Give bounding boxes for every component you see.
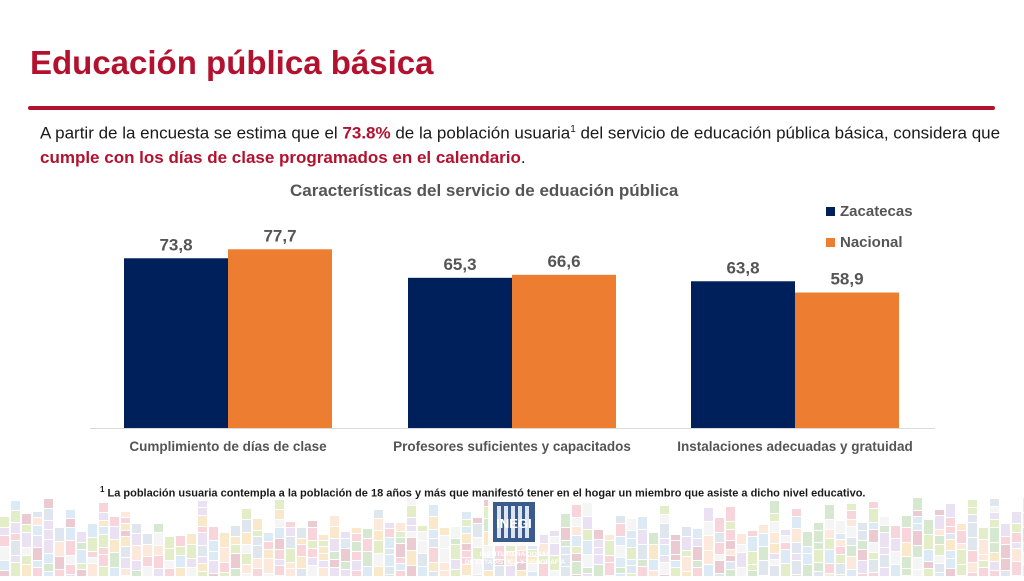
chart-legend: Zacatecas Nacional — [826, 196, 913, 258]
intro-paragraph: A partir de la encuesta se estima que el… — [40, 118, 1010, 170]
page-title: Educación pública básica — [30, 44, 434, 81]
svg-text:DE ESTADÍSTICA Y GEOGRAFÍA: DE ESTADÍSTICA Y GEOGRAFÍA — [465, 557, 566, 566]
footnote: 1 La población usuaria contempla a la po… — [100, 483, 940, 501]
intro-text-2: de la población usuaria — [390, 123, 571, 143]
legend-swatch-nacional — [826, 238, 835, 247]
footnote-number: 1 — [100, 485, 105, 494]
data-label-zacatecas-1: 65,3 — [443, 255, 476, 274]
legend-label-nacional: Nacional — [840, 234, 903, 251]
intro-text-1: A partir de la encuesta se estima que el — [40, 123, 343, 143]
data-label-nacional-0: 77,7 — [263, 226, 296, 245]
intro-text-4: . — [520, 147, 526, 167]
data-label-nacional-2: 58,9 — [830, 270, 863, 289]
footnote-text: La población usuaria contempla a la pobl… — [104, 487, 866, 500]
chart-title: Características del servicio de eduación… — [290, 181, 679, 200]
data-label-zacatecas-2: 63,8 — [726, 258, 759, 277]
data-label-nacional-1: 66,6 — [547, 252, 580, 271]
bar-zacatecas-1 — [408, 277, 512, 428]
svg-text:INEGI: INEGI — [496, 516, 531, 531]
title-divider — [28, 106, 995, 110]
bar-nacional-2 — [795, 292, 899, 428]
bar-nacional-0 — [228, 249, 332, 428]
intro-text-3: del servicio de educación pública básica… — [575, 123, 1001, 143]
data-label-zacatecas-0: 73,8 — [159, 235, 192, 254]
x-tick-label-0: Cumplimiento de días de clase — [129, 439, 327, 454]
bar-zacatecas-2 — [691, 281, 795, 428]
intro-highlight-text: cumple con los días de clase programados… — [40, 147, 521, 167]
x-tick-label-1: Profesores suficientes y capacitados — [393, 439, 631, 454]
inegi-logo: INEGI INSTITUTO NACIONAL DE ESTADÍSTICA … — [460, 494, 570, 576]
bar-zacatecas-0 — [124, 258, 228, 428]
intro-highlight-value: 73.8% — [342, 123, 391, 143]
legend-label-zacatecas: Zacatecas — [840, 203, 913, 220]
inegi-logo-icon: INEGI INSTITUTO NACIONAL DE ESTADÍSTICA … — [465, 498, 566, 566]
legend-item-nacional: Nacional — [826, 227, 913, 258]
intro-footnote-ref: 1 — [570, 124, 576, 135]
svg-text:INSTITUTO NACIONAL: INSTITUTO NACIONAL — [480, 551, 550, 558]
bar-nacional-1 — [512, 274, 616, 428]
x-tick-label-2: Instalaciones adecuadas y gratuidad — [677, 439, 913, 454]
legend-swatch-zacatecas — [826, 207, 835, 216]
legend-item-zacatecas: Zacatecas — [826, 196, 913, 227]
